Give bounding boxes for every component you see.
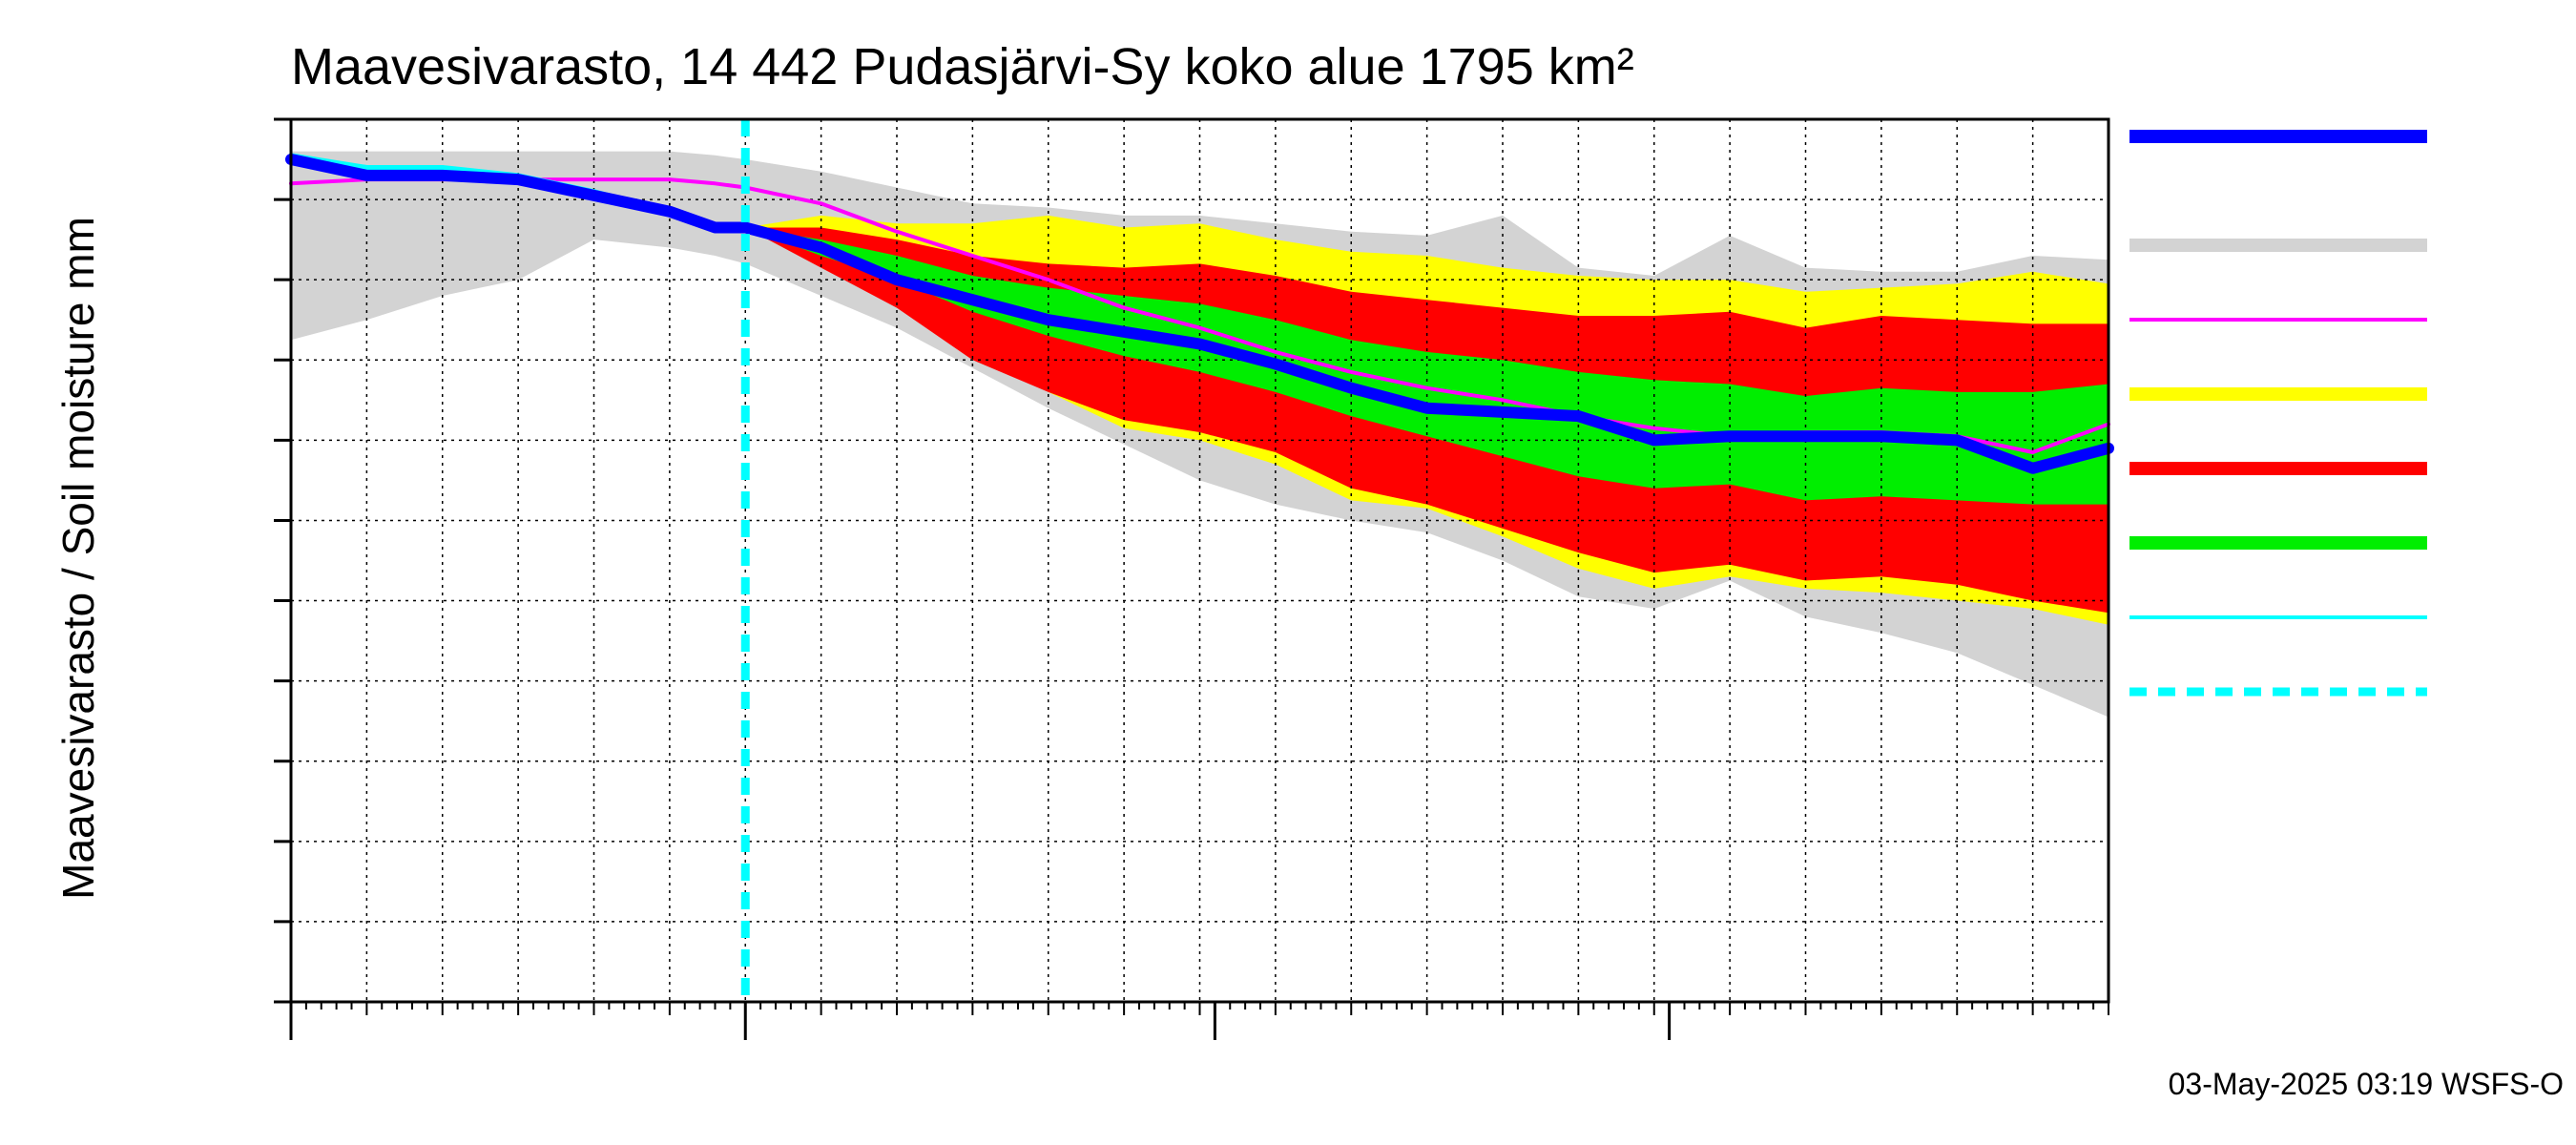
grid-layer [291, 119, 2109, 1002]
axes-layer [274, 117, 2110, 1040]
series-line-6 [285, 154, 2114, 474]
y-axis-label: Maavesivarasto / Soil moisture mm [53, 217, 103, 900]
legend [2129, 130, 2427, 697]
chart-title: Maavesivarasto, 14 442 Pudasjärvi-Sy kok… [291, 38, 1634, 95]
lines-layer [285, 119, 2114, 1002]
footer-timestamp: 03-May-2025 03:19 WSFS-O [2169, 1067, 2564, 1101]
